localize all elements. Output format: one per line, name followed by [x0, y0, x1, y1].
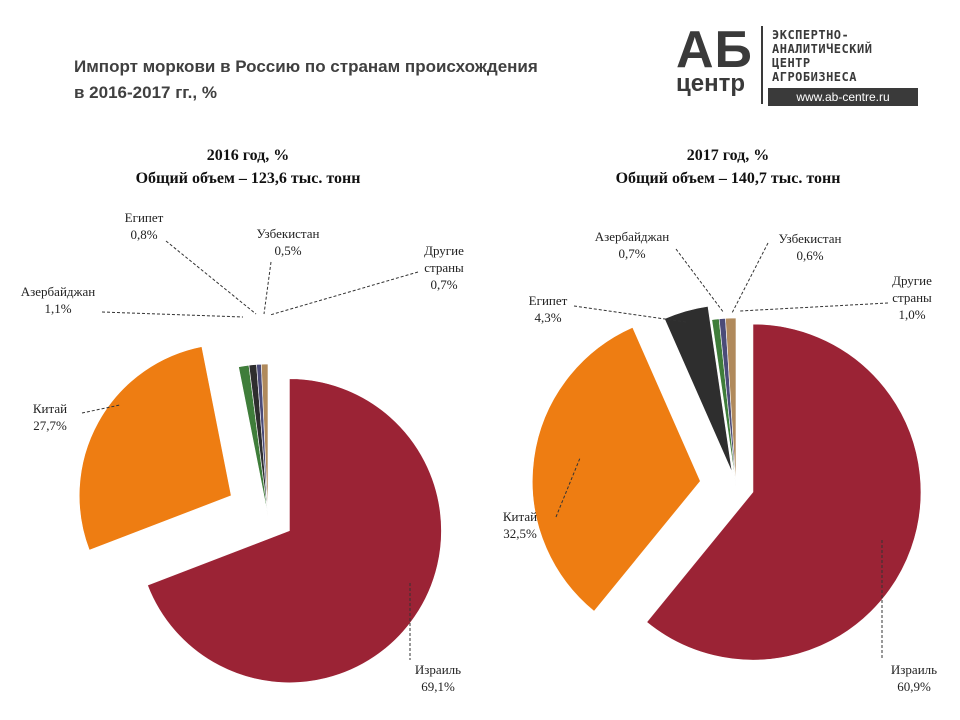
slice-label-узбекистан: Узбекистан 0,6% — [778, 231, 841, 263]
slice-value: 69,1% — [421, 679, 455, 694]
page-title: Импорт моркови в Россию по странам проис… — [74, 54, 634, 106]
chart-title: 2016 год, % — [207, 147, 290, 164]
leader-line — [573, 305, 687, 323]
slice-label-узбекистан: Узбекистан 0,5% — [256, 226, 319, 258]
logo-caption-line: АГРОБИЗНЕСА — [772, 70, 857, 84]
logo-caption-line: АНАЛИТИЧЕСКИЙ — [772, 42, 873, 56]
slice-label-другие-страны: Другие страны 1,0% — [892, 273, 932, 322]
pie-slice-китай — [532, 326, 701, 612]
slice-value: 0,7% — [430, 277, 457, 292]
leader-line — [165, 240, 257, 315]
pie-slice-другие-страны — [260, 363, 269, 517]
logo-center-text: центр — [676, 70, 746, 97]
chart-title: 2017 год, % — [687, 147, 770, 164]
logo-ab-text: АБ — [676, 21, 753, 79]
leader-line — [101, 311, 244, 318]
leader-line — [731, 242, 769, 314]
ab-centre-logo: АБ центр ЭКСПЕРТНО- АНАЛИТИЧЕСКИЙ ЦЕНТР … — [668, 22, 928, 108]
leader-line — [555, 457, 581, 518]
slice-label-китай: Китай 27,7% — [33, 401, 67, 433]
slice-label-израиль: Израиль 69,1% — [415, 662, 461, 694]
pie-slice-израиль — [646, 323, 922, 661]
leader-line — [81, 404, 121, 414]
chart-subtitle: Общий объем – 140,7 тыс. тонн — [616, 170, 841, 187]
title-line-2: в 2016-2017 гг., % — [74, 83, 217, 102]
slice-value: 0,7% — [618, 246, 645, 261]
slice-label-азербайджан: Азербайджан 0,7% — [595, 229, 670, 261]
leader-line — [263, 261, 272, 315]
pie-chart-1: 2016 год, % Общий объем – 123,6 тыс. тонн… — [21, 147, 464, 694]
slice-label-азербайджан: Азербайджан 1,1% — [21, 284, 96, 316]
logo-caption-line: ЭКСПЕРТНО- — [772, 28, 850, 42]
leader-line — [675, 248, 725, 314]
slice-value: 4,3% — [534, 310, 561, 325]
pie-slice-китай — [79, 346, 232, 551]
slice-label-другие-страны: Другие страны 0,7% — [424, 243, 464, 292]
slice-label-китай: Китай 32,5% — [503, 509, 537, 541]
logo-caption-line: ЦЕНТР — [772, 56, 811, 70]
slice-label-израиль: Израиль 60,9% — [891, 662, 937, 694]
leader-line — [269, 271, 419, 316]
slice-value: 1,0% — [898, 307, 925, 322]
slice-value: 0,5% — [274, 243, 301, 258]
chart-subtitle: Общий объем – 123,6 тыс. тонн — [136, 170, 361, 187]
logo-caption: ЭКСПЕРТНО- АНАЛИТИЧЕСКИЙ ЦЕНТР АГРОБИЗНЕ… — [772, 28, 872, 84]
slice-value: 27,7% — [33, 418, 67, 433]
logo-divider — [761, 26, 763, 104]
leader-line — [739, 302, 889, 312]
title-line-1: Импорт моркови в Россию по странам проис… — [74, 57, 538, 76]
slice-value: 32,5% — [503, 526, 537, 541]
slice-value: 1,1% — [44, 301, 71, 316]
slice-label-египет: Египет 4,3% — [529, 293, 568, 325]
slice-value: 0,6% — [796, 248, 823, 263]
pie-slice-израиль — [147, 378, 442, 684]
logo-url: www.ab-centre.ru — [768, 88, 918, 106]
pie-slice-другие-страны — [725, 317, 737, 487]
slice-label-египет: Египет 0,8% — [125, 210, 164, 242]
slice-value: 0,8% — [130, 227, 157, 242]
pie-chart-2: 2017 год, % Общий объем – 140,7 тыс. тонн… — [503, 147, 937, 694]
slice-value: 60,9% — [897, 679, 931, 694]
